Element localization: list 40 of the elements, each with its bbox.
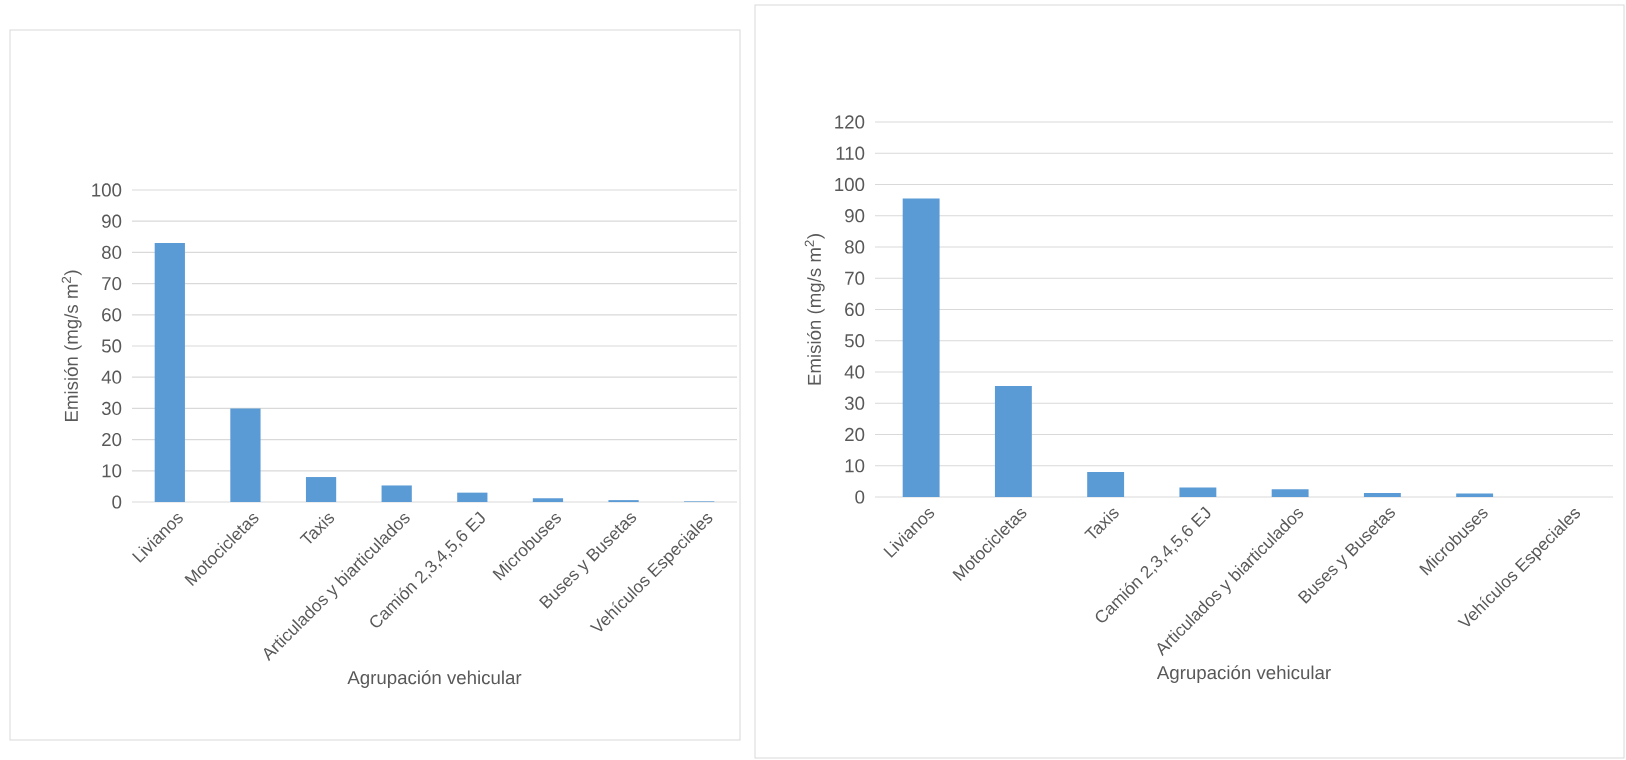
y-axis-title: Emisión (mg/s m$^{2}$) [61,270,82,422]
y-tick-label: 50 [101,339,122,353]
y-tick-label: 10 [102,464,122,478]
y-tick-label: 40 [101,370,122,384]
bar [1363,492,1401,497]
y-tick-label: 80 [102,245,122,260]
bar [1271,489,1309,497]
y-tick-label: 20 [102,432,122,447]
y-tick-label: 110 [836,146,865,160]
y-tick-label: 90 [102,214,122,228]
y-tick-label: 10 [845,459,865,473]
bar [994,386,1032,497]
bar [381,485,412,502]
y-tick-label: 30 [101,401,122,416]
bar [532,498,564,502]
y-tick-label: 0 [855,490,865,504]
y-tick-label: 70 [845,271,865,285]
x-axis-title: Agrupación vehicular [347,670,522,688]
bar [902,198,940,497]
y-tick-label: 60 [845,302,865,317]
y-axis-title: Emisión (mg/s m$^{2}$) [804,234,825,385]
y-tick-label: 90 [845,209,865,223]
y-tick-label: 20 [845,427,865,442]
y-tick-label: 120 [835,115,865,129]
y-tick-label: 50 [844,334,865,348]
bar [1087,472,1125,497]
y-tick-label: 100 [835,177,865,192]
y-tick-label: 40 [844,365,865,379]
y-tick-label: 70 [102,276,122,291]
y-tick-label: 60 [102,308,122,322]
x-axis-title: Agrupación vehicular [1156,665,1331,683]
y-tick-label: 30 [844,396,865,410]
y-tick-label: 0 [112,495,122,509]
y-tick-label: 100 [92,183,122,197]
bar [1179,487,1217,497]
bar [457,492,488,502]
bar [305,477,337,502]
y-tick-label: 80 [845,240,865,254]
bar [154,243,185,502]
bar [230,408,261,502]
